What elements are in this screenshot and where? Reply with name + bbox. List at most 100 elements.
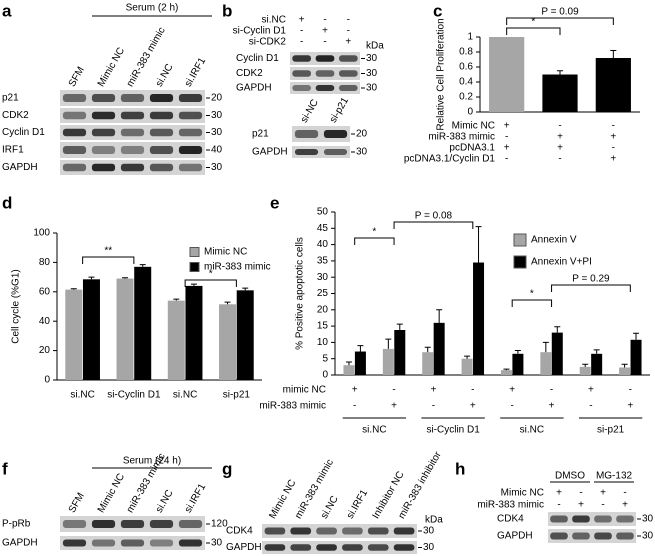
row-label: Cyclin D1 [236,53,279,64]
significance-label: * [530,289,534,300]
bar [116,278,134,380]
error-bar [633,332,640,340]
blot-band [292,70,311,77]
blot-band [292,85,311,91]
y-tick-label: 30 [317,272,329,283]
bar [65,289,83,380]
blot-band [264,527,286,535]
y-tick-label: 45 [317,223,329,234]
kda-label: 30 [642,514,654,525]
blot-band [91,128,116,137]
y-tick-label: 10 [317,337,329,348]
lane-label: si.NC [319,494,341,521]
error-bar [475,226,482,263]
bar [630,339,642,375]
row-label: GAPDH [252,147,288,158]
condition-sign: + [578,500,584,511]
condition-sign: + [504,143,510,154]
lane-label: si.NC [154,488,176,515]
legend-label: Annexin V [531,235,577,246]
kda-label: 30 [211,538,223,549]
condition-label: mimic NC [283,385,326,396]
row-label: CDK4 [497,514,524,525]
kda-label: 30 [423,542,435,553]
blot-band [178,520,203,528]
blot-band [149,94,174,102]
bar [354,351,366,375]
error-bar [610,50,617,58]
condition-sign: - [505,154,508,165]
y-tick-label: 0.8 [459,47,473,58]
blot-band [178,539,203,547]
kda-unit: kDa [425,515,443,526]
lane-label: si-NC [299,98,321,125]
blot-band [290,544,312,551]
y-tick-label: 0.2 [459,92,473,103]
blot-band [62,94,87,102]
error-bar [503,368,510,371]
y-tick-label: 50 [317,207,329,218]
condition-sign: - [353,401,356,412]
bar [542,74,578,112]
condition-sign: + [588,385,594,396]
blot-band [342,544,363,551]
row-label: IRF1 [2,145,24,156]
y-tick-label: 25 [317,288,329,299]
blot-band [178,146,203,154]
blot-band [62,539,87,547]
blot [548,512,636,526]
condition-label: miR-383 mimic [428,132,495,143]
condition-label: si-Cyclin D1 [233,26,287,37]
y-tick-label: 100 [33,228,50,239]
kda-label: 20 [211,93,223,104]
condition-sign: - [579,488,582,499]
blot-band [62,163,87,172]
blot-band [178,111,203,120]
blot-band [294,149,319,155]
blot [548,529,636,543]
condition-sign: - [558,121,561,132]
condition-sign: + [322,26,328,37]
blot-band [91,111,116,120]
bar [512,353,524,375]
kda-label: 30 [366,68,378,79]
condition-sign: + [557,132,563,143]
error-bar [88,276,95,280]
lane-label: si.NC [154,62,176,89]
row-label: GAPDH [2,162,38,173]
blot-band [91,146,116,154]
blot-band [178,128,203,137]
blot-band [62,111,87,120]
error-bar [224,301,231,305]
panel-label: e [270,193,279,212]
blot-band [149,520,174,528]
bar [422,352,434,375]
condition-sign: + [299,15,305,26]
row-label: GAPDH [497,531,533,542]
condition-sign: + [509,385,515,396]
blot-band [550,515,568,523]
blot-band [315,55,335,62]
bar [82,279,100,380]
significance-bracket [511,299,553,307]
blot-band [120,163,145,172]
x-tick-label: si-Cyclin D1 [107,390,161,401]
lane-label: si-p21 [328,95,351,124]
condition-sign: + [627,401,633,412]
row-label: GAPDH [226,542,262,553]
group-label: DMSO [555,471,585,482]
condition-sign: - [558,154,561,165]
condition-sign: - [471,385,474,396]
condition-label: si.NC [262,15,286,26]
panel-label: g [222,459,232,478]
blot-band [62,146,87,154]
condition-label: pcDNA3.1/Cyclin D1 [404,154,496,165]
blot-band [91,520,116,528]
kda-label: 30 [356,147,368,158]
y-tick-label: 60 [39,286,51,297]
blot-band [339,55,358,62]
group-label: si.NC [362,425,386,436]
condition-sign: - [323,15,326,26]
condition-sign: - [557,500,560,511]
bar [394,330,406,375]
